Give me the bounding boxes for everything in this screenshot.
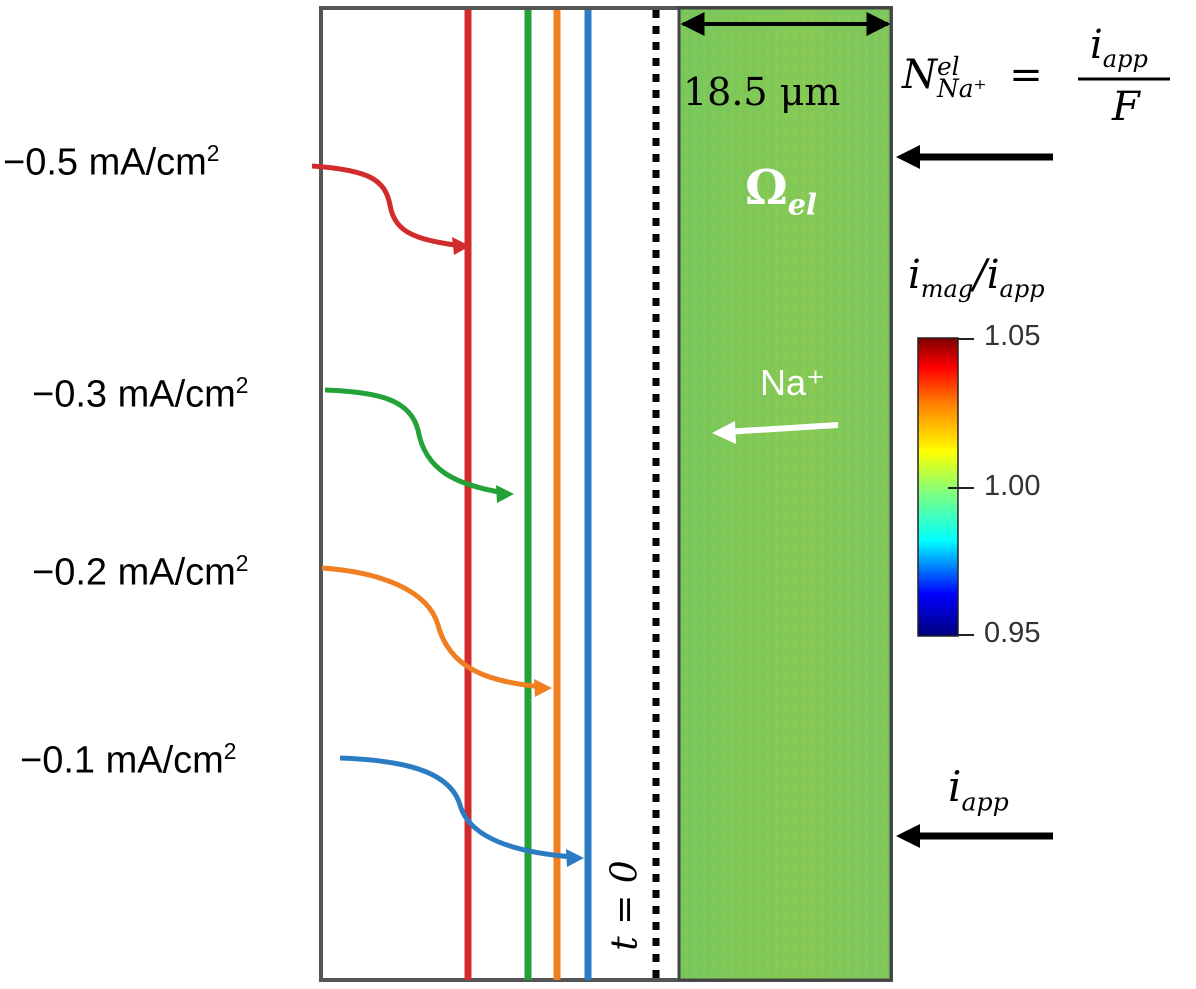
na-ion-label: Na⁺ [760, 362, 826, 403]
colorbar-title: imag/iapp [908, 252, 1045, 303]
label-0.1-exp: 2 [223, 738, 237, 764]
label-0.3-ma: −0.3 mA/cm2 [32, 372, 248, 417]
electrolyte-domain-label: Ωel [745, 160, 817, 222]
flux-numerator-symbol: i [1090, 22, 1103, 68]
arrow-curve-0.3 [324, 387, 506, 496]
colorbar-title-slash: /i [973, 252, 1000, 298]
omega-symbol: Ω [745, 160, 788, 216]
initial-time-label: t = 0 [604, 860, 646, 951]
colorbar-title-i: i [908, 252, 921, 298]
flux-indices: el Na⁺ [937, 51, 987, 103]
label-0.2-exp: 2 [235, 550, 249, 576]
applied-current-label: iapp [948, 762, 1009, 816]
arrow-curve-0.5 [311, 163, 463, 249]
label-0.3-exp: 2 [235, 372, 249, 398]
applied-current-symbol: i [948, 762, 962, 811]
label-0.1-text: −0.1 mA/cm [20, 739, 224, 782]
flux-denominator: F [1112, 84, 1140, 130]
flux-equals: = [1009, 52, 1043, 98]
flux-superscript: el [937, 51, 960, 81]
flux-symbol: N [902, 52, 937, 98]
na-ion-arrow-head [712, 421, 736, 444]
colorbar-tick-label-mid: 1.00 [984, 470, 1041, 502]
flux-numerator: iapp [1090, 22, 1148, 73]
label-0.5-ma: −0.5 mA/cm2 [3, 140, 219, 185]
electrolyte-shade [679, 8, 891, 980]
applied-current-sub: app [961, 787, 1009, 817]
arrow-curve-0.1 [339, 755, 575, 860]
current-bc-arrow-head [896, 824, 920, 848]
flux-bc-arrow-head [896, 145, 920, 169]
omega-subscript: el [787, 187, 817, 222]
arrow-curve-0.2 [321, 565, 544, 690]
label-0.3-text: −0.3 mA/cm [32, 373, 236, 416]
colorbar-title-sub2: app [999, 275, 1045, 303]
thickness-label: 18.5 μm [683, 70, 841, 114]
label-0.2-text: −0.2 mA/cm [32, 551, 236, 594]
arrow-head-0.3 [496, 485, 514, 503]
na-ion-arrow [724, 422, 839, 435]
label-0.2-ma: −0.2 mA/cm2 [32, 550, 248, 595]
colorbar-title-sub1: mag [920, 275, 974, 303]
flux-subscript: Na⁺ [937, 74, 987, 103]
arrow-head-0.5 [452, 237, 470, 255]
label-0.1-ma: −0.1 mA/cm2 [20, 738, 236, 783]
label-0.5-text: −0.5 mA/cm [3, 141, 207, 184]
label-0.5-exp: 2 [206, 140, 220, 166]
arrow-head-0.1 [566, 849, 584, 867]
colorbar-tick-label-min: 0.95 [984, 617, 1041, 649]
arrow-head-0.2 [534, 679, 552, 697]
electrolyte-border [677, 6, 893, 982]
colorbar-tick-label-max: 1.05 [984, 320, 1041, 352]
flux-numerator-sub: app [1102, 45, 1148, 73]
